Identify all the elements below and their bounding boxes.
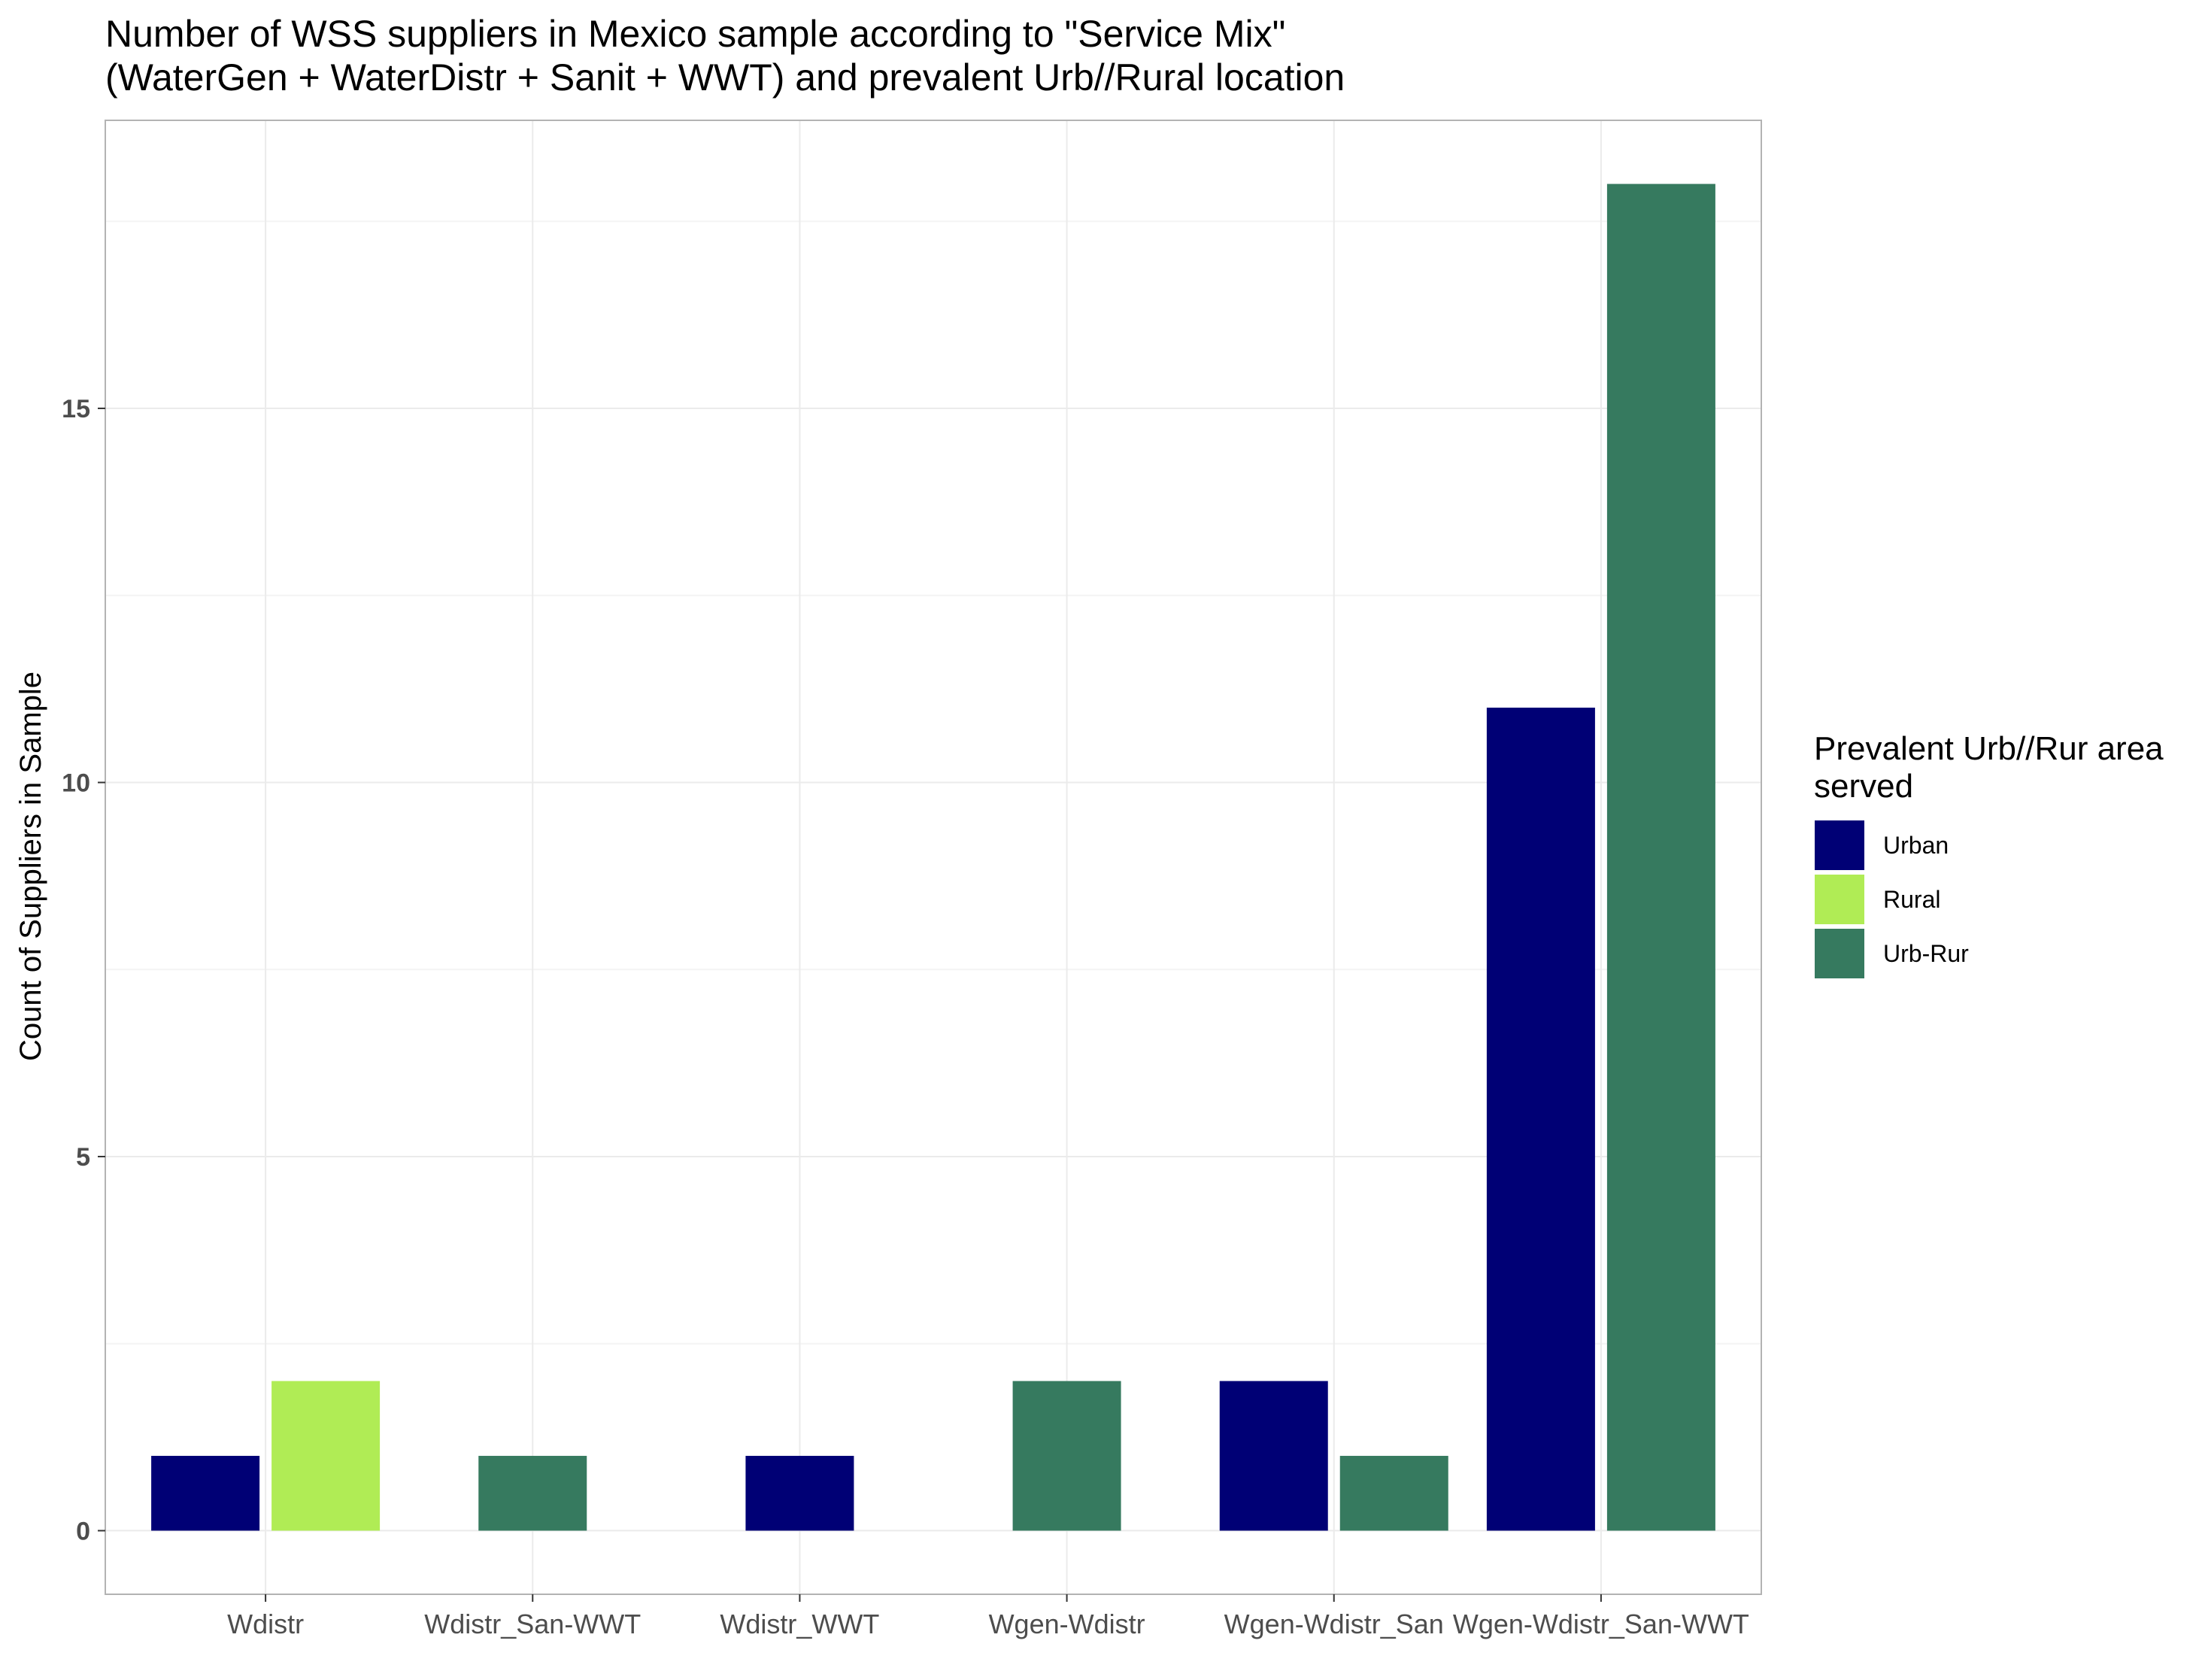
bar-urb-rur <box>1012 1381 1121 1531</box>
chart-title: Number of WSS suppliers in Mexico sample… <box>105 13 1285 55</box>
x-tick-label: Wgen-Wdistr_San <box>1224 1609 1444 1639</box>
x-tick-label: Wdistr_WWT <box>720 1609 879 1639</box>
bar-urb-rur <box>478 1455 587 1531</box>
legend-key-urban <box>1813 819 1866 872</box>
bar-urb-rur <box>1606 183 1715 1531</box>
legend-title: Prevalent Urb//Rur area <box>1814 730 2164 767</box>
y-axis-title: Count of Suppliers in Sample <box>14 672 47 1061</box>
y-tick-label: 0 <box>76 1517 90 1545</box>
bar-urban <box>1219 1381 1328 1531</box>
x-tick-label: Wgen-Wdistr_San-WWT <box>1453 1609 1749 1639</box>
y-tick-label: 10 <box>62 769 90 798</box>
bar-urban <box>1486 708 1595 1531</box>
plot-panel <box>105 120 1761 1594</box>
legend: Urban Rural Urb-Rur <box>1813 819 1969 980</box>
legend-label-rural: Rural <box>1883 886 1940 913</box>
x-tick-label: Wgen-Wdistr <box>989 1609 1145 1639</box>
chart-subtitle: (WaterGen + WaterDistr + Sanit + WWT) an… <box>105 56 1345 99</box>
legend-key-urb-rur <box>1813 927 1866 980</box>
x-tick-label: Wdistr <box>227 1609 304 1639</box>
legend-label-urb-rur: Urb-Rur <box>1883 940 1969 967</box>
bar-urb-rur <box>1339 1455 1448 1531</box>
y-tick-label: 5 <box>76 1143 90 1172</box>
y-tick-label: 15 <box>62 395 90 423</box>
bar-rural <box>271 1381 381 1531</box>
bar-urban <box>745 1455 854 1531</box>
bar-urban <box>151 1455 260 1531</box>
legend-label-urban: Urban <box>1883 832 1949 859</box>
legend-title-continued: served <box>1814 768 1913 805</box>
x-tick-label: Wdistr_San-WWT <box>424 1609 641 1639</box>
plot-border <box>105 120 1762 1595</box>
legend-key-rural <box>1813 873 1866 926</box>
